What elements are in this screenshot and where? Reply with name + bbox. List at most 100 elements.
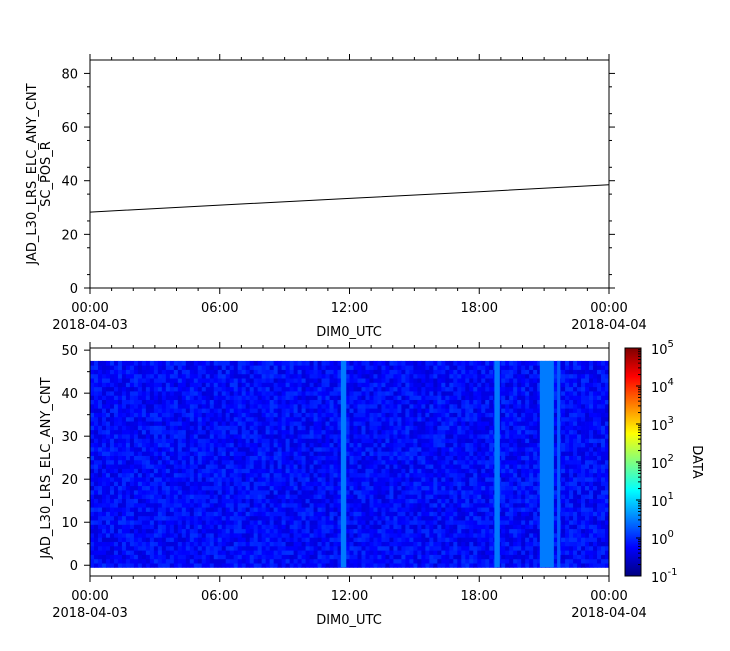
heatmap-cell (405, 494, 410, 499)
heatmap-cell (425, 524, 430, 530)
heatmap-cell (365, 520, 370, 525)
heatmap-cell (121, 541, 127, 547)
heatmap-cell (505, 554, 510, 560)
heatmap-cell (169, 412, 175, 418)
heatmap-cell (437, 545, 442, 551)
heatmap-cell (377, 438, 382, 444)
heatmap-cell (233, 464, 239, 469)
heatmap-cell (141, 558, 147, 564)
heatmap-cell (437, 541, 442, 547)
heatmap-cell (97, 528, 103, 534)
heatmap-cell (90, 485, 95, 491)
heatmap-cell (213, 507, 219, 512)
heatmap-cell (145, 494, 151, 499)
heatmap-cell (285, 477, 291, 482)
heatmap-cell (361, 511, 366, 517)
heatmap-cell (405, 532, 410, 538)
heatmap-cell (297, 507, 302, 512)
heatmap-cell (137, 425, 143, 431)
heatmap-cell (553, 485, 558, 491)
heatmap-cell (469, 507, 474, 512)
heatmap-cell (317, 459, 322, 465)
heatmap-cell (521, 408, 526, 413)
heatmap-cell (237, 528, 243, 534)
heatmap-cell (421, 532, 426, 538)
heatmap-cell (293, 502, 298, 508)
heatmap-cell (133, 558, 139, 564)
heatmap-cell (209, 524, 215, 530)
heatmap-cell (569, 416, 574, 422)
heatmap-cell (401, 485, 406, 491)
heatmap-cell (157, 545, 163, 551)
heatmap-cell (437, 494, 442, 499)
heatmap-cell (281, 472, 287, 478)
heatmap-cell (101, 498, 107, 504)
heatmap-cell (189, 472, 195, 478)
heatmap-cell (377, 528, 382, 534)
heatmap-cell (289, 477, 295, 482)
heatmap-cell (581, 507, 586, 512)
heatmap-cell (109, 537, 115, 542)
heatmap-cell (473, 468, 478, 474)
heatmap-cell (257, 451, 263, 456)
heatmap-cell (369, 563, 374, 568)
heatmap-cell (133, 412, 139, 418)
heatmap-cell (485, 541, 490, 547)
heatmap-cell (373, 472, 378, 478)
heatmap-cell (605, 524, 610, 530)
heatmap-cell (517, 545, 522, 551)
heatmap-cell (281, 558, 287, 564)
heatmap-cell (377, 511, 382, 517)
heatmap-cell (177, 532, 183, 538)
heatmap-cell (113, 446, 119, 452)
heatmap-cell (149, 532, 155, 538)
heatmap-cell (269, 489, 275, 495)
heatmap-cell (605, 455, 610, 461)
heatmap-cell (337, 481, 342, 487)
heatmap-cell (517, 438, 522, 444)
heatmap-cell (93, 446, 99, 452)
heatmap-cell (173, 524, 179, 530)
line-xtick-date: 2018-04-04 (571, 318, 647, 333)
heatmap-cell (141, 532, 147, 538)
heatmap-cell (425, 498, 430, 504)
heatmap-cell (105, 494, 111, 499)
heatmap-cell (569, 545, 574, 551)
heatmap-cell (325, 438, 330, 444)
heatmap-cell (209, 502, 215, 508)
heatmap-cell (457, 511, 462, 517)
heatmap-cell (189, 550, 195, 555)
heatmap-cell (277, 494, 283, 499)
heatmap-cell (397, 554, 402, 560)
heatmap-cell (349, 442, 354, 448)
heatmap-cell (309, 498, 314, 504)
heatmap-cell (225, 421, 231, 426)
heatmap-cell (517, 468, 522, 474)
heatmap-cell (233, 489, 239, 495)
heatmap-cell (553, 438, 558, 444)
heatmap-cell (581, 537, 586, 542)
heatmap-cell (109, 416, 115, 422)
heatmap-cell (577, 438, 582, 444)
heatmap-cell (389, 412, 394, 418)
heatmap-cell (477, 502, 482, 508)
heatmap-cell (181, 421, 187, 426)
heatmap-cell (569, 468, 574, 474)
heatmap-cell (209, 498, 215, 504)
heatmap-cell (357, 416, 362, 422)
heatmap-cell (105, 438, 111, 444)
heatmap-cell (277, 425, 283, 431)
heatmap-cell (185, 408, 191, 413)
heatmap-cell (393, 412, 398, 418)
heatmap-cell (289, 438, 295, 444)
heatmap-cell (417, 541, 422, 547)
heatmap-cell (225, 550, 231, 555)
heatmap-cell (425, 541, 430, 547)
heatmap-cell (569, 472, 574, 478)
heatmap-cell (329, 511, 334, 517)
heatmap-cell (421, 438, 426, 444)
heatmap-cell (529, 524, 534, 530)
heatmap-cell (281, 425, 287, 431)
heatmap-cell (97, 524, 103, 530)
heatmap-cell (425, 515, 430, 521)
